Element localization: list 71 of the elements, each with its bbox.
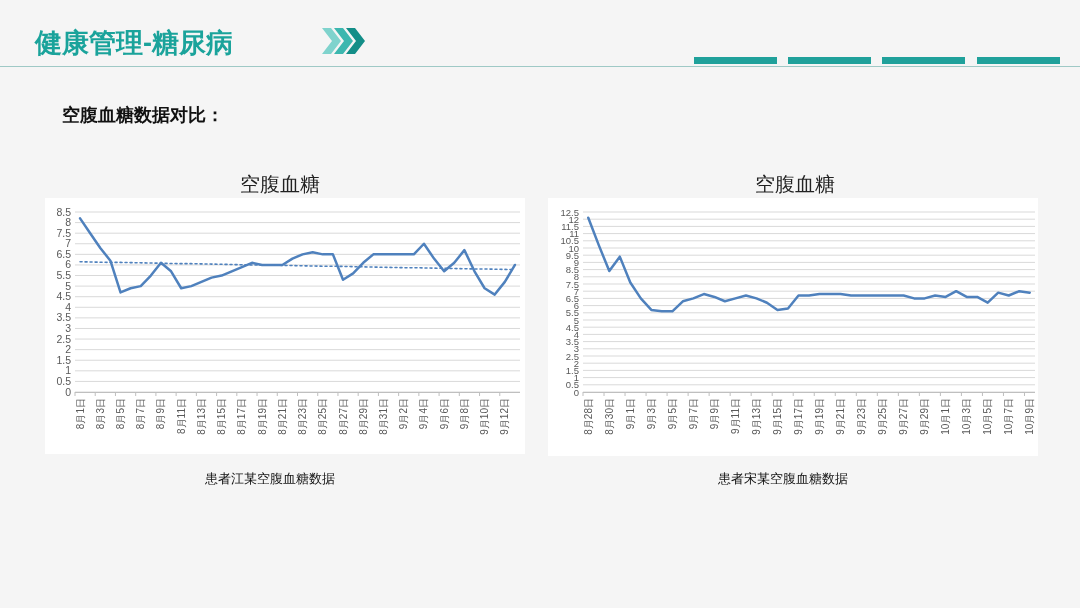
y-tick-label: 7.5 (56, 226, 72, 239)
y-tick-label: 3 (65, 321, 72, 334)
chart-title: 空腹血糖 (240, 173, 320, 195)
y-tick-label: 5.5 (56, 269, 72, 282)
y-tick-label: 8 (65, 216, 72, 229)
x-tick-label: 8月23日 (297, 398, 309, 435)
y-tick-label: 4.5 (56, 290, 72, 303)
text: 患者宋某空腹血糖数据 (717, 471, 848, 486)
x-tick-label: 8月31日 (377, 398, 389, 435)
x-tick-label: 8月19日 (256, 398, 268, 435)
x-tick-label: 8月15日 (216, 398, 228, 435)
x-tick-label: 9月12日 (499, 398, 511, 435)
x-tick-label: 8月27日 (337, 398, 349, 435)
x-tick-label: 9月13日 (750, 398, 762, 435)
y-tick-label: 0 (65, 385, 72, 398)
line-series (587, 216, 1031, 313)
x-tick-label: 10月1日 (940, 398, 952, 435)
x-tick-label: 9月11日 (729, 398, 741, 434)
x-tick-label: 9月19日 (814, 398, 826, 435)
line-series (78, 217, 517, 296)
x-tick-label: 9月27日 (898, 398, 910, 435)
x-tick-label: 8月3日 (94, 398, 106, 430)
y-tick-label: 1.5 (56, 353, 72, 366)
x-tick-label: 9月15日 (771, 398, 783, 435)
x-tick-label: 8月25日 (317, 398, 329, 435)
x-tick-label: 8月7日 (135, 398, 147, 430)
text: 患者江某空腹血糖数据 (204, 471, 335, 486)
x-tick-label: 9月4日 (418, 398, 430, 430)
x-tick-label: 10月7日 (1003, 398, 1015, 435)
x-tick-label: 9月6日 (438, 398, 450, 430)
chart-title: 空腹血糖 (755, 173, 835, 195)
y-tick-label: 6.5 (56, 247, 72, 260)
text: 健康管理-糖尿病 (34, 28, 233, 58)
y-tick-label: 2 (65, 343, 72, 356)
y-tick-label: 1 (65, 364, 72, 377)
x-tick-label: 8月11日 (175, 398, 187, 434)
x-tick-label: 9月21日 (835, 398, 847, 435)
y-tick-label: 2.5 (56, 332, 72, 345)
x-tick-label: 9月25日 (877, 398, 889, 435)
x-tick-label: 9月10日 (479, 398, 491, 435)
x-tick-label: 10月3日 (961, 398, 973, 435)
x-tick-label: 10月5日 (982, 398, 994, 435)
y-tick-label: 8.5 (56, 205, 72, 218)
y-tick-label: 3.5 (56, 311, 72, 324)
x-tick-label: 9月7日 (687, 398, 699, 430)
x-tick-label: 8月29日 (357, 398, 369, 435)
x-tick-label: 9月1日 (624, 398, 636, 430)
x-tick-label: 9月5日 (666, 398, 678, 430)
y-tick-label: 5 (65, 279, 72, 292)
x-tick-label: 8月21日 (276, 398, 288, 435)
x-tick-label: 9月29日 (919, 398, 931, 435)
x-tick-label: 9月23日 (856, 398, 868, 435)
x-tick-label: 10月9日 (1024, 398, 1036, 435)
x-tick-label: 9月3日 (645, 398, 657, 430)
x-tick-label: 8月30日 (603, 398, 615, 435)
y-tick-label: 0.5 (56, 374, 72, 387)
x-tick-label: 9月2日 (398, 398, 410, 430)
x-tick-label: 8月13日 (195, 398, 207, 435)
x-tick-label: 9月8日 (458, 398, 470, 430)
y-tick-label: 6 (65, 258, 72, 271)
x-tick-label: 8月5日 (115, 398, 127, 430)
x-tick-label: 8月17日 (236, 398, 248, 435)
text: 空腹血糖数据对比： (62, 105, 224, 125)
x-tick-label: 8月1日 (74, 398, 86, 430)
y-tick-label: 12.5 (560, 206, 579, 218)
y-tick-label: 4 (65, 300, 72, 313)
x-tick-label: 8月28日 (582, 398, 594, 435)
y-tick-label: 7 (65, 237, 72, 250)
x-tick-label: 9月9日 (708, 398, 720, 430)
x-tick-label: 9月17日 (792, 398, 804, 435)
x-tick-label: 8月9日 (155, 398, 167, 430)
